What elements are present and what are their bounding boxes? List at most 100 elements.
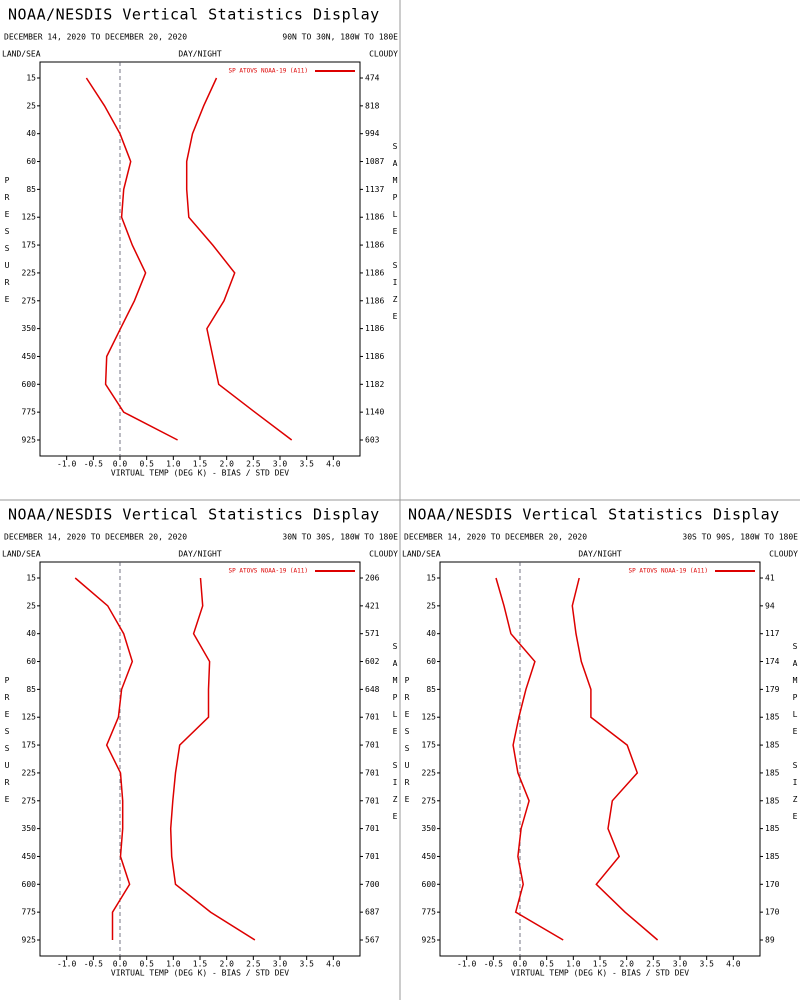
y-tick-label: 175 (22, 241, 37, 250)
y-tick-label: 775 (422, 908, 437, 917)
cloudy-label: CLOUDY (769, 550, 798, 559)
y-tick-label: 125 (22, 213, 37, 222)
x-tick-label: 1.0 (166, 960, 181, 969)
sample-size-label: 117 (765, 629, 780, 638)
chart-title: NOAA/NESDIS Vertical Statistics Display (8, 6, 380, 24)
sample-size-label: 701 (365, 713, 380, 722)
sample-size-label: 206 (365, 574, 380, 583)
sample-size-label: 41 (765, 574, 775, 583)
plot-frame (39, 561, 361, 957)
sample-size-label: 185 (765, 713, 780, 722)
sample-size-label: 1137 (365, 185, 384, 194)
x-tick-label: 0.5 (139, 960, 154, 969)
x-tick-label: 1.5 (593, 960, 608, 969)
sample-size-label: 1186 (365, 324, 384, 333)
y-tick-label: 225 (22, 268, 37, 277)
series-line (571, 577, 659, 941)
sample-size-label: 603 (365, 436, 380, 445)
x-tick-label: 3.0 (273, 960, 288, 969)
sample-size-label: 700 (365, 880, 380, 889)
sample-size-label: 1182 (365, 380, 384, 389)
x-tick-label: 2.0 (219, 460, 234, 469)
y-tick-label: 225 (22, 768, 37, 777)
legend-label: SP ATOVS NOAA-19 (A11) (229, 68, 308, 75)
x-tick-label: 2.5 (646, 960, 661, 969)
y-tick-label: 85 (426, 685, 436, 694)
panel: NOAA/NESDIS Vertical Statistics Display D… (2, 6, 400, 478)
x-tick-label: 3.5 (299, 460, 314, 469)
y-tick-label: 225 (422, 768, 437, 777)
sample-size-label: 1186 (365, 296, 384, 305)
y-tick-label: 600 (22, 880, 37, 889)
y-tick-label: 350 (22, 824, 37, 833)
land-sea-label: LAND/SEA (2, 550, 41, 559)
plot-frame (439, 561, 761, 957)
y-tick-label: 925 (22, 436, 37, 445)
y-tick-label: 600 (22, 380, 37, 389)
sample-size-label: 474 (365, 74, 380, 83)
series-line (185, 77, 293, 441)
cloudy-label: CLOUDY (369, 550, 398, 559)
sample-size-label: 994 (365, 129, 380, 138)
y-tick-label: 350 (422, 824, 437, 833)
y-tick-label: 125 (22, 713, 37, 722)
region: 90N TO 30N, 180W TO 180E (282, 33, 398, 42)
subtitle: DECEMBER 14, 2020 TO DECEMBER 20, 2020 (4, 33, 187, 42)
sample-size-label: 1186 (365, 268, 384, 277)
y-tick-label: 275 (22, 296, 37, 305)
sample-size-label: 648 (365, 685, 380, 694)
sample-size-label: 701 (365, 741, 380, 750)
x-axis-label: VIRTUAL TEMP (DEG K) - BIAS / STD DEV (111, 969, 289, 978)
sample-size-label: 170 (765, 908, 780, 917)
sample-size-label: 701 (365, 852, 380, 861)
y-tick-label: 175 (22, 741, 37, 750)
y-axis-label: PRESSURE (3, 176, 12, 312)
x-tick-label: 4.0 (726, 960, 741, 969)
y2-axis-label: SAMPLE SIZE (391, 142, 400, 329)
y-tick-label: 40 (26, 629, 36, 638)
x-tick-label: 1.0 (566, 960, 581, 969)
sample-size-label: 185 (765, 824, 780, 833)
region: 30S TO 90S, 180W TO 180E (682, 533, 798, 542)
x-tick-label: 1.5 (193, 960, 208, 969)
y-axis-label: PRESSURE (3, 676, 12, 812)
region: 30N TO 30S, 180W TO 180E (282, 533, 398, 542)
sample-size-label: 1087 (365, 157, 384, 166)
y-tick-label: 25 (26, 601, 36, 610)
y-tick-label: 450 (22, 852, 37, 861)
sample-size-label: 185 (765, 741, 780, 750)
y-tick-label: 450 (22, 352, 37, 361)
y-tick-label: 450 (422, 852, 437, 861)
y-tick-label: 60 (26, 657, 36, 666)
land-sea-label: LAND/SEA (402, 550, 441, 559)
y-tick-label: 350 (22, 324, 37, 333)
sample-size-label: 687 (365, 908, 380, 917)
sample-size-label: 567 (365, 936, 380, 945)
x-tick-label: -1.0 (457, 960, 476, 969)
subtitle: DECEMBER 14, 2020 TO DECEMBER 20, 2020 (4, 533, 187, 542)
sample-size-label: 185 (765, 768, 780, 777)
series-line (495, 577, 564, 941)
y-tick-label: 60 (26, 157, 36, 166)
x-tick-label: -0.5 (84, 460, 103, 469)
panel: NOAA/NESDIS Vertical Statistics Display D… (2, 506, 400, 978)
x-tick-label: 1.0 (166, 460, 181, 469)
y-tick-label: 40 (26, 129, 36, 138)
series-line (169, 577, 256, 941)
y-tick-label: 275 (22, 796, 37, 805)
sample-size-label: 818 (365, 101, 380, 110)
sample-size-label: 1186 (365, 241, 384, 250)
x-tick-label: -0.5 (484, 960, 503, 969)
x-tick-label: 0.5 (539, 960, 554, 969)
x-tick-label: 2.0 (219, 960, 234, 969)
y-tick-label: 25 (26, 101, 36, 110)
sample-size-label: 1140 (365, 408, 384, 417)
x-tick-label: 4.0 (326, 460, 341, 469)
y-tick-label: 925 (22, 936, 37, 945)
y-tick-label: 125 (422, 713, 437, 722)
y-tick-label: 15 (26, 74, 36, 83)
chart-title: NOAA/NESDIS Vertical Statistics Display (8, 506, 380, 524)
sample-size-label: 1186 (365, 352, 384, 361)
